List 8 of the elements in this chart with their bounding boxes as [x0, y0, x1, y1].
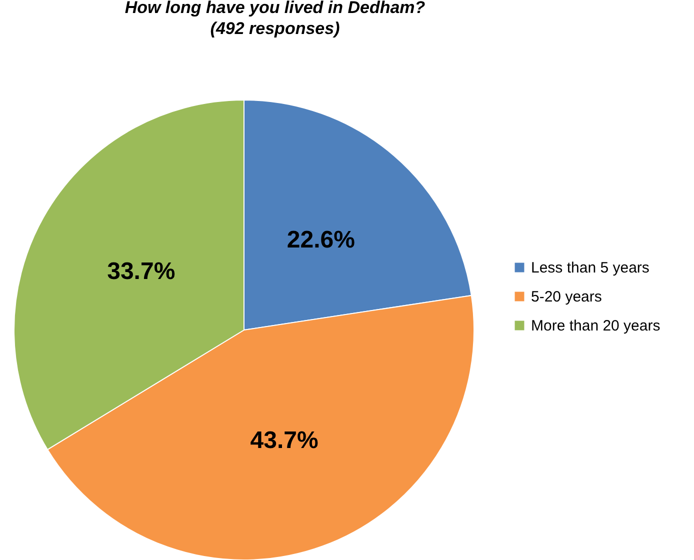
chart-title: How long have you lived in Dedham?	[124, 0, 426, 17]
data-label: 33.7%	[107, 258, 176, 286]
legend-label: More than 20 years	[531, 318, 660, 334]
data-label: 43.7%	[250, 426, 318, 454]
legend-label: 5-20 years	[531, 288, 602, 306]
data-label: 22.6%	[286, 226, 355, 254]
chart-subtitle: (492 responses)	[210, 19, 340, 38]
legend-label: Less than 5 years	[531, 260, 650, 276]
